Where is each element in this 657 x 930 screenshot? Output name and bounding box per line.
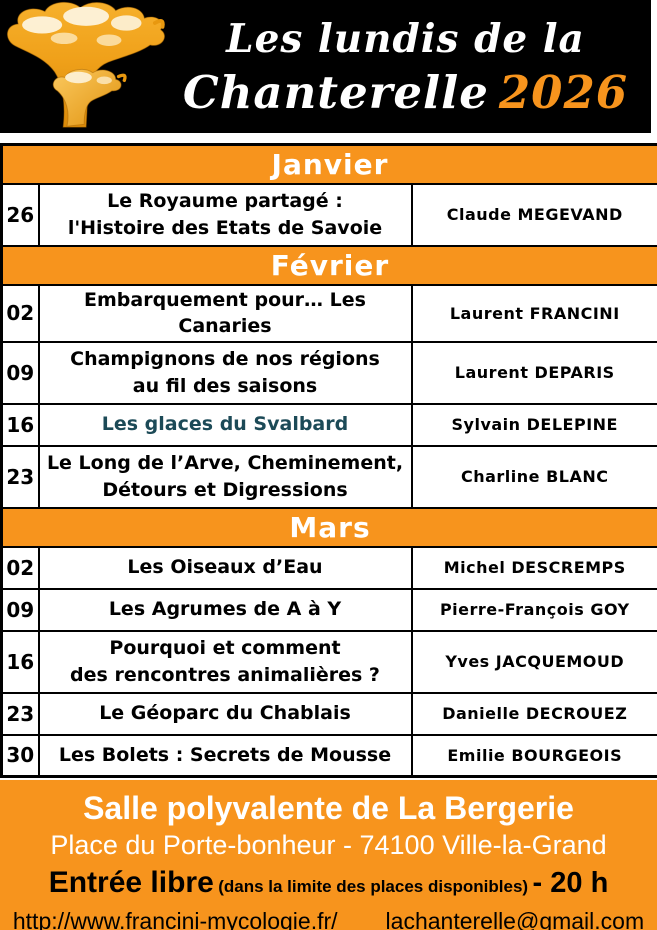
schedule-table: Janvier 26 Le Royaume partagé : l'Histoire … bbox=[0, 143, 657, 779]
event-row: 23 Le Long de l’Arve, Cheminement, Détours… bbox=[0, 444, 657, 509]
event-date: 02 bbox=[0, 545, 40, 590]
event-date: 23 bbox=[0, 444, 40, 509]
event-title: Champignons de nos régions au fil des sai… bbox=[37, 340, 413, 405]
entry-label: Entrée libre bbox=[48, 865, 214, 899]
venue-name: Salle polyvalente de La Bergerie bbox=[83, 789, 574, 826]
event-date: 30 bbox=[0, 733, 40, 778]
event-row: 02 Les Oiseaux d’Eau Michel DESCREMPS bbox=[0, 545, 657, 590]
chanterelle-mushroom-icon bbox=[7, 1, 165, 128]
event-row: 16 Pourquoi et comment des rencontres anim… bbox=[0, 629, 657, 694]
month-header-mars: Mars bbox=[0, 506, 657, 548]
poster-header: Les lundis de la Chanterelle 2026 bbox=[0, 0, 651, 133]
poster-title-year: 2026 bbox=[498, 65, 629, 119]
event-date: 16 bbox=[0, 402, 40, 447]
event-date: 26 bbox=[0, 182, 40, 247]
event-date: 16 bbox=[0, 629, 40, 694]
event-title: Embarquement pour… Les Canaries bbox=[37, 283, 413, 343]
event-speaker: Michel DESCREMPS bbox=[410, 545, 657, 590]
event-row: 09 Les Agrumes de A à Y Pierre-François GO… bbox=[0, 587, 657, 632]
event-title: Les Agrumes de A à Y bbox=[37, 587, 413, 632]
event-title: Pourquoi et comment des rencontres animal… bbox=[37, 629, 413, 694]
event-title: Le Royaume partagé : l'Histoire des Etats… bbox=[37, 182, 413, 247]
poster-title-name: Chanterelle bbox=[182, 65, 489, 119]
event-row: 23 Le Géoparc du Chablais Danielle DECROUE… bbox=[0, 691, 657, 736]
event-speaker: Danielle DECROUEZ bbox=[410, 691, 657, 736]
month-header-fevrier: Février bbox=[0, 244, 657, 286]
event-speaker: Pierre-François GOY bbox=[410, 587, 657, 632]
event-speaker: Laurent FRANCINI bbox=[410, 283, 657, 343]
event-row: 30 Les Bolets : Secrets de Mousse Emilie B… bbox=[0, 733, 657, 778]
poster-title-block: Les lundis de la Chanterelle 2026 bbox=[174, 17, 651, 116]
event-speaker: Sylvain DELEPINE bbox=[410, 402, 657, 447]
event-speaker: Charline BLANC bbox=[410, 444, 657, 509]
header-table-gap bbox=[0, 133, 657, 143]
event-speaker: Laurent DEPARIS bbox=[410, 340, 657, 405]
schedule-table-body: Janvier 26 Le Royaume partagé : l'Histoire … bbox=[0, 143, 657, 778]
month-row: Février bbox=[0, 244, 657, 286]
event-title: Les glaces du Svalbard bbox=[37, 402, 413, 447]
event-date: 02 bbox=[0, 283, 40, 343]
event-date: 09 bbox=[0, 587, 40, 632]
poster-title-line1: Les lundis de la bbox=[226, 15, 585, 62]
venue-address: Place du Porte-bonheur - 74100 Ville-la-… bbox=[50, 830, 607, 861]
entry-note: (dans la limite des places disponibles) bbox=[218, 876, 529, 896]
entry-info: Entrée libre (dans la limite des places … bbox=[0, 865, 657, 901]
event-speaker: Yves JACQUEMOUD bbox=[410, 629, 657, 694]
poster-footer: Salle polyvalente de La Bergerie Place d… bbox=[0, 780, 657, 930]
month-row: Janvier bbox=[0, 143, 657, 185]
entry-time: - 20 h bbox=[532, 866, 609, 899]
event-speaker: Claude MEGEVAND bbox=[410, 182, 657, 247]
month-row: Mars bbox=[0, 506, 657, 548]
event-date: 09 bbox=[0, 340, 40, 405]
event-speaker: Emilie BOURGEOIS bbox=[410, 733, 657, 778]
event-row: 26 Le Royaume partagé : l'Histoire des Eta… bbox=[0, 182, 657, 247]
email-address: lachanterelle@gmail.com bbox=[385, 907, 645, 930]
event-row: 02 Embarquement pour… Les Canaries Laurent… bbox=[0, 283, 657, 343]
event-row: 09 Champignons de nos régions au fil des s… bbox=[0, 340, 657, 405]
website-url: http://www.francini-mycologie.fr/ bbox=[12, 907, 338, 930]
event-title: Les Bolets : Secrets de Mousse bbox=[37, 733, 413, 778]
event-row: 16 Les glaces du Svalbard Sylvain DELEPINE bbox=[0, 402, 657, 447]
event-title: Les Oiseaux d’Eau bbox=[37, 545, 413, 590]
event-title: Le Long de l’Arve, Cheminement, Détours e… bbox=[37, 444, 413, 509]
poster-title-line2: Chanterelle 2026 bbox=[174, 69, 637, 116]
month-header-janvier: Janvier bbox=[0, 143, 657, 185]
contact-line: http://www.francini-mycologie.fr/ lachan… bbox=[0, 908, 657, 930]
event-title: Le Géoparc du Chablais bbox=[37, 691, 413, 736]
event-date: 23 bbox=[0, 691, 40, 736]
